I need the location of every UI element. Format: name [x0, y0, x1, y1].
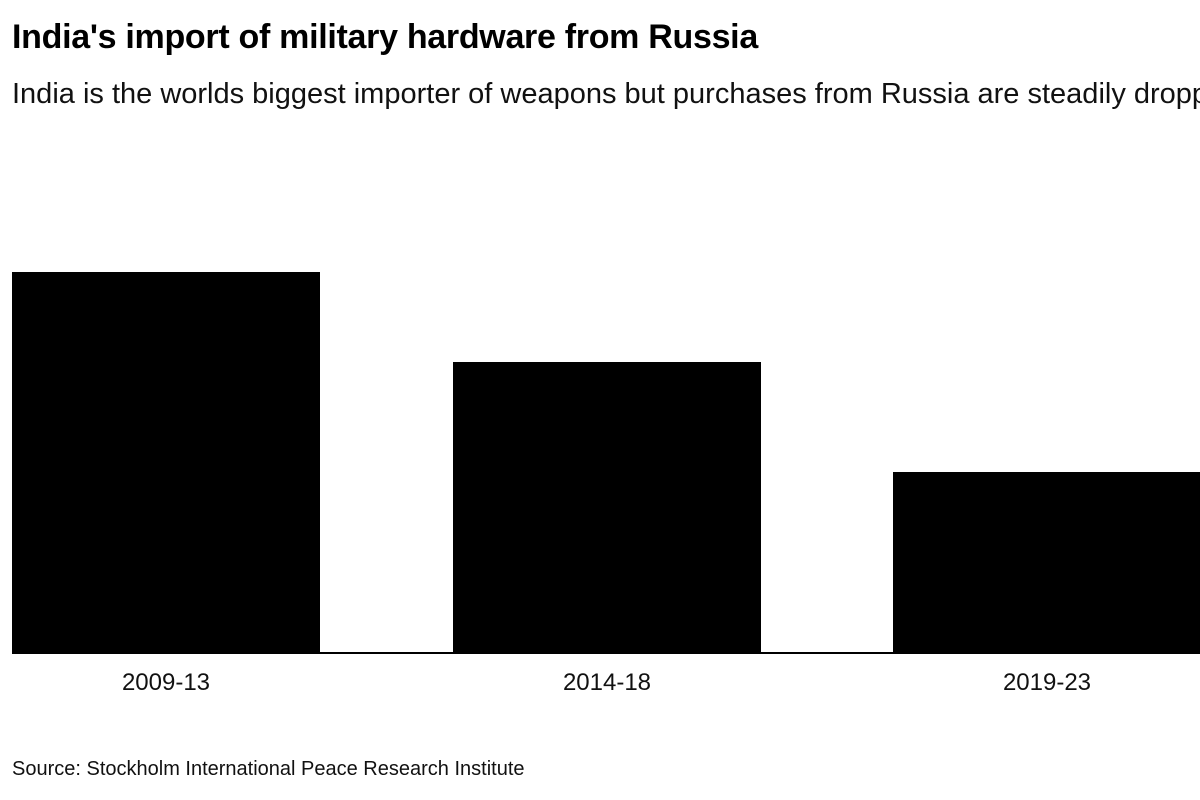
chart-title: India's import of military hardware from…: [12, 18, 758, 56]
bar-2019-23: [893, 472, 1200, 652]
source-note: Source: Stockholm International Peace Re…: [12, 758, 525, 780]
bar-2014-18: [453, 362, 761, 652]
x-tick-labels: 2009-13 2014-18 2019-23: [122, 669, 1091, 696]
x-tick-label: 2009-13: [122, 669, 210, 696]
bars-group: [12, 272, 1200, 652]
chart-subtitle: India is the worlds biggest importer of …: [12, 78, 1200, 110]
x-tick-label: 2014-18: [563, 669, 651, 696]
x-tick-label: 2019-23: [1003, 669, 1091, 696]
bar-2009-13: [12, 272, 320, 652]
